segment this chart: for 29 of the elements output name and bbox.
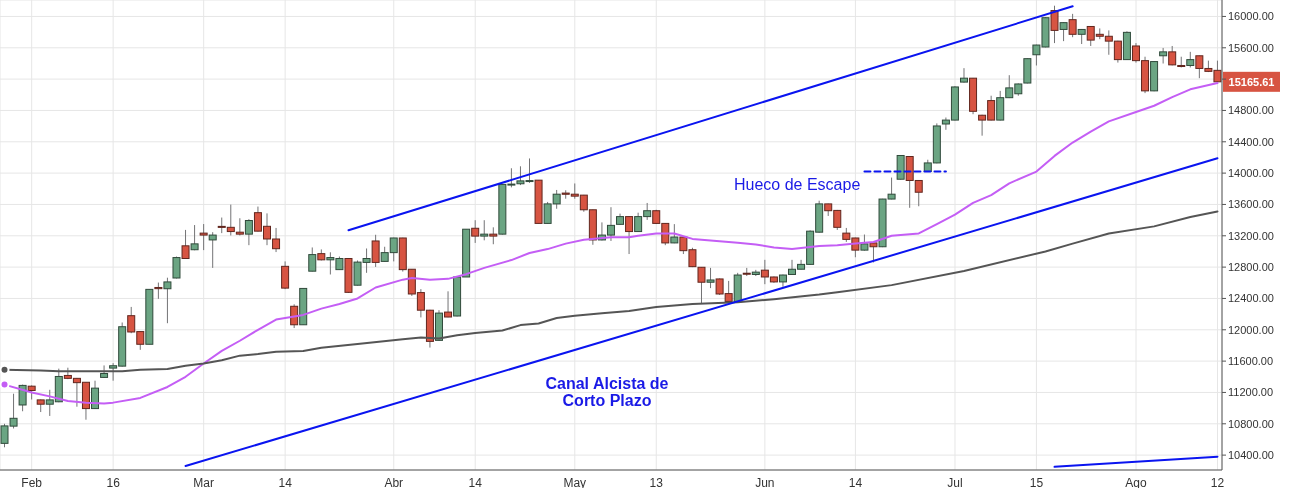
x-tick-label: Abr	[384, 475, 404, 490]
y-tick-label: 13200.00	[1228, 229, 1274, 242]
text: 15165.61	[1228, 75, 1275, 88]
y-tick-label: 14800.00	[1228, 104, 1274, 117]
x-tick-label: 14	[848, 475, 863, 490]
annotation: Canal Alcista de Corto Plazo	[544, 375, 670, 409]
x-tick-label: Jul	[947, 475, 963, 490]
x-tick-label: 14	[468, 475, 483, 490]
y-tick-label: 16000.00	[1228, 10, 1274, 23]
y-tick-label: 12400.00	[1228, 292, 1274, 305]
y-tick-label: 14000.00	[1228, 167, 1274, 180]
y-tick-label: 14400.00	[1228, 135, 1274, 148]
x-tick-label: 16	[106, 475, 121, 490]
x-tick-label: 14	[278, 475, 293, 490]
y-tick-label: 13600.00	[1228, 198, 1274, 211]
y-tick-label: 11200.00	[1228, 386, 1274, 399]
y-tick-label: 10800.00	[1228, 417, 1274, 430]
y-tick-label: 12000.00	[1228, 323, 1274, 336]
x-tick-label: 15	[1029, 475, 1044, 490]
y-tick-label: 11600.00	[1228, 355, 1274, 368]
x-tick-label: 12	[1210, 475, 1225, 490]
y-tick-label: 10400.00	[1228, 449, 1274, 462]
x-tick-label: 13	[649, 475, 664, 490]
x-tick-label: Feb	[21, 475, 43, 490]
y-tick-label: 12800.00	[1228, 261, 1274, 274]
x-tick-label: Mar	[193, 475, 214, 490]
x-tick-label: Jun	[755, 475, 775, 490]
annotation: Hueco de Escape	[734, 176, 862, 193]
y-tick-label: 15600.00	[1228, 41, 1274, 54]
